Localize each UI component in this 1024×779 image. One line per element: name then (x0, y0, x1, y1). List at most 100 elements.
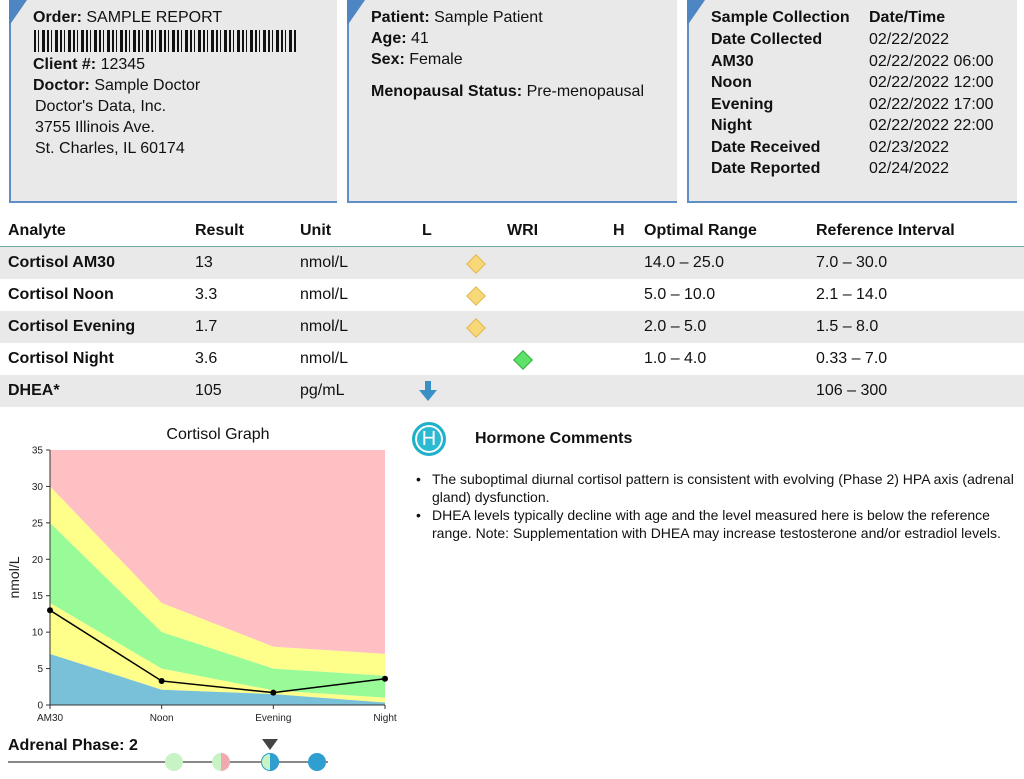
within-range-diamond-icon (513, 350, 533, 370)
client-value: 12345 (100, 56, 146, 73)
result-value: 1.7 (195, 318, 218, 335)
low-optimal-diamond-icon (466, 286, 486, 306)
date-row-label: Date Received (711, 138, 821, 156)
unit-value: nmol/L (300, 286, 349, 303)
comments-list: The suboptimal diurnal cortisol pattern … (414, 470, 1022, 542)
adrenal-phase-circle-icon (261, 753, 279, 771)
date-row-value: 02/22/2022 06:00 (869, 52, 994, 70)
y-tick-label: 25 (32, 518, 44, 529)
date-row-label: Evening (711, 95, 774, 113)
low-optimal-diamond-icon (466, 318, 486, 338)
result-value: 105 (195, 382, 222, 399)
dates-header-right: Date/Time (869, 9, 946, 26)
doctor-value: Sample Doctor (94, 77, 201, 94)
optimal-range-value: 2.0 – 5.0 (644, 318, 707, 335)
adrenal-phase-circle-icon (308, 753, 326, 771)
adrenal-phase-value: 2 (128, 737, 138, 754)
result-row: Cortisol Night 3.6 nmol/L 1.0 – 4.0 0.33 – 7… (0, 343, 1024, 375)
upper-reference-zone-area (50, 486, 385, 676)
unit-value: nmol/L (300, 350, 349, 367)
date-row-label: Noon (711, 74, 752, 91)
low-zone-area (50, 654, 385, 705)
graph-title: Cortisol Graph (166, 426, 270, 443)
x-tick-label: AM30 (37, 713, 64, 724)
adrenal-phase-circle-icon (165, 753, 183, 771)
cortisol-series-line (49, 609, 386, 694)
age-label: Age: (371, 30, 407, 47)
y-tick-label: 30 (32, 482, 44, 493)
date-row-value: 02/22/2022 22:00 (869, 117, 994, 134)
date-row-value: 02/22/2022 17:00 (869, 95, 994, 113)
col-analyte: Analyte (8, 222, 66, 239)
result-value: 3.3 (195, 286, 218, 303)
low-arrow-icon (419, 381, 437, 401)
y-tick-label: 0 (37, 701, 43, 712)
date-row-value: 02/24/2022 (869, 160, 950, 177)
analyte-name: Cortisol Evening (8, 318, 136, 335)
low-optimal-diamond-icon (466, 254, 486, 274)
sex-value: Female (409, 51, 463, 68)
unit-value: pg/mL (300, 382, 345, 399)
col-high: H (613, 222, 625, 239)
lab-street: 3755 Illinois Ave. (35, 119, 155, 136)
box-corner-marker (687, 0, 705, 26)
adrenal-phase-title: Adrenal Phase: (8, 737, 125, 754)
analyte-name: Cortisol Night (8, 350, 114, 367)
unit-value: nmol/L (300, 254, 349, 271)
optimal-range-value: 5.0 – 10.0 (644, 286, 716, 303)
result-value: 13 (195, 254, 213, 271)
doctor-label: Doctor: (33, 77, 90, 94)
patient-info-box: Patient: Sample Patient Age: 41 Sex: Fem… (347, 0, 677, 203)
age-value: 41 (411, 30, 429, 47)
optimal-range-value: 1.0 – 4.0 (644, 350, 707, 367)
current-phase-marker-icon (262, 739, 278, 750)
box-corner-marker (9, 0, 27, 26)
barcode-image (34, 30, 296, 52)
date-row-label: Date Reported (711, 160, 821, 177)
order-value: SAMPLE REPORT (86, 9, 223, 26)
comment-item: The suboptimal diurnal cortisol pattern … (414, 470, 1022, 506)
order-line: Order: SAMPLE REPORT (33, 9, 222, 27)
y-tick-label: 35 (32, 446, 44, 457)
collection-dates-box: Sample Collection Date/Time Date Collect… (687, 0, 1017, 203)
optimal-zone-area (50, 522, 385, 698)
date-row-value: 02/23/2022 (869, 138, 950, 156)
col-optimal: Optimal Range (644, 222, 757, 239)
lower-reference-zone-area (50, 603, 385, 703)
date-row-label: Date Collected (711, 31, 823, 48)
col-unit: Unit (300, 222, 332, 239)
client-line: Client #: 12345 (33, 56, 145, 74)
patient-line: Patient: Sample Patient (371, 9, 543, 27)
y-tick-label: 15 (32, 591, 44, 602)
hormone-h-icon: H (412, 422, 446, 456)
y-tick-label: 5 (37, 664, 43, 675)
date-row-label: Night (711, 117, 752, 134)
x-tick-label: Evening (255, 713, 291, 724)
cortisol-graph: 0 5 10 15 20 25 30 35 AM30 Noon Evening Night nmol/L (6, 446, 397, 725)
y-tick-label: 20 (32, 555, 44, 566)
reference-interval-value: 2.1 – 14.0 (816, 286, 888, 303)
col-result: Result (195, 222, 244, 239)
menopausal-value: Pre-menopausal (526, 83, 644, 100)
cortisol-data-point (270, 689, 277, 696)
col-low: L (422, 222, 432, 239)
analyte-name: DHEA* (8, 382, 60, 399)
patient-value: Sample Patient (434, 9, 543, 26)
dates-header-left: Sample Collection (711, 9, 850, 26)
results-header-row: Analyte Result Unit L WRI H Optimal Rang… (0, 215, 1024, 247)
adrenal-phase-label: Adrenal Phase: 2 (8, 737, 138, 755)
date-row-value: 02/22/2022 (869, 31, 950, 48)
menopausal-line: Menopausal Status: Pre-menopausal (371, 83, 644, 101)
doctor-line: Doctor: Sample Doctor (33, 77, 200, 95)
analyte-name: Cortisol AM30 (8, 254, 115, 271)
patient-label: Patient: (371, 9, 430, 26)
y-axis-label: nmol/L (6, 556, 22, 598)
box-corner-marker (347, 0, 365, 26)
lab-city: St. Charles, IL 60174 (35, 140, 185, 157)
comments-title: Hormone Comments (475, 430, 633, 447)
age-line: Age: 41 (371, 30, 429, 48)
menopausal-label: Menopausal Status: (371, 83, 523, 100)
optimal-range-value: 14.0 – 25.0 (644, 254, 725, 271)
date-row-label: AM30 (711, 52, 754, 70)
reference-interval-value: 1.5 – 8.0 (816, 318, 879, 335)
